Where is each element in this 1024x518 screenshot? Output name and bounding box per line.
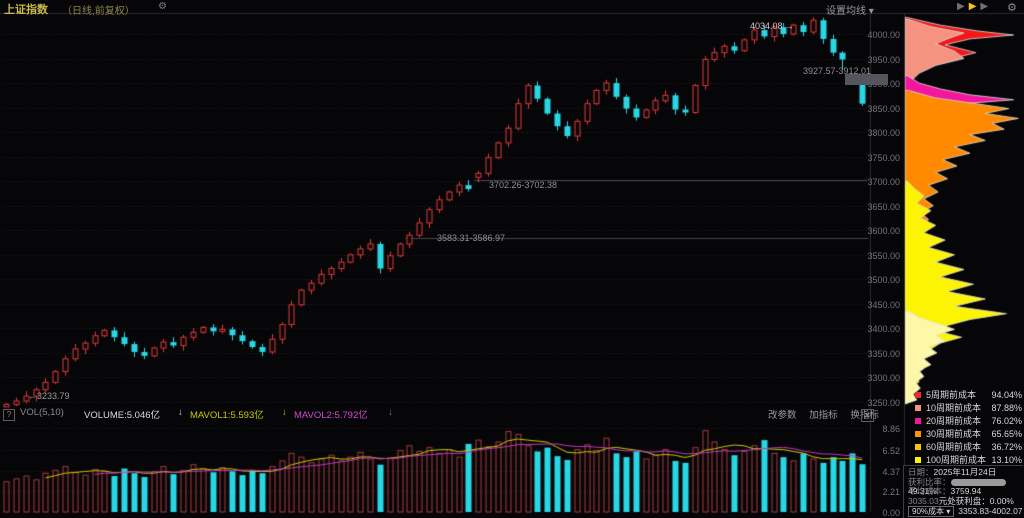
avg-cost-value: 3759.94 — [950, 486, 982, 497]
volume-tick: 8.86 — [882, 424, 900, 435]
price-tick: 3350.00 — [867, 348, 900, 359]
legend-label: 5周期前成本 — [926, 390, 977, 400]
legend-value: 94.04% — [991, 389, 1022, 400]
high-price-annotation: 4034.08 → — [750, 21, 795, 31]
chip-date-row: 日期：2025年11月24日 — [904, 467, 1023, 478]
price-tick: 3550.00 — [867, 250, 900, 261]
legend-row: 60周期前成本 36.72% — [905, 440, 1022, 453]
symbol-title: 上证指数 — [4, 4, 48, 16]
avg-cost-row: 平均成本：3759.94 — [904, 486, 1023, 497]
mavol1-value: MAVOL1:5.593亿 — [190, 410, 264, 421]
ma-settings-dropdown[interactable]: 设置均线 ▾ — [826, 6, 874, 17]
price-tick: 3300.00 — [867, 373, 900, 384]
volume-axis: 8.86 6.52 4.37 2.21 0.00 — [870, 0, 902, 518]
cost-range-row: 90%成本 ▾ 3353.83-4002.07 — [904, 506, 1023, 518]
indicator-help-icon[interactable]: ? — [3, 409, 15, 421]
price-tick: 3850.00 — [867, 103, 900, 114]
legend-swatch — [915, 443, 921, 450]
mavol1-down-arrow-icon: ↓ — [282, 407, 287, 418]
profit-ratio-bar — [950, 478, 1006, 486]
volume-down-arrow-icon: ↓ — [178, 407, 183, 418]
legend-swatch — [915, 404, 921, 411]
chip-legend: 5周期前成本 94.04% 10周期前成本 87.88% 20周期前成本 76.02%… — [905, 388, 1022, 466]
date-value: 2025年11月24日 — [933, 467, 997, 477]
price-tick: 3750.00 — [867, 152, 900, 163]
legend-row: 20周期前成本 76.02% — [905, 414, 1022, 427]
mavol2-value: MAVOL2:5.792亿 — [294, 410, 368, 421]
legend-swatch — [915, 430, 921, 437]
legend-row: 30周期前成本 65.65% — [905, 427, 1022, 440]
legend-value: 87.88% — [991, 402, 1022, 413]
price-tick: 3800.00 — [867, 128, 900, 139]
indicator-actions: 改参数 加指标 换指标 — [768, 407, 889, 421]
add-indicator-button[interactable]: 加指标 — [809, 410, 838, 421]
legend-swatch — [915, 417, 921, 424]
play-back-icon[interactable]: ▶ — [957, 1, 969, 12]
switch-indicator-button[interactable]: 换指标 — [850, 410, 879, 421]
legend-label: 20周期前成本 — [926, 416, 982, 426]
legend-label: 60周期前成本 — [926, 442, 982, 452]
price-profit-price: 3035.03 — [908, 495, 939, 506]
volume-tick: 2.21 — [882, 487, 900, 498]
chip-info-panel: 日期：2025年11月24日 获利比率： 49.31% 平均成本：3759.94… — [903, 465, 1023, 518]
volume-tick: 6.52 — [882, 446, 900, 457]
price-tick: 3700.00 — [867, 177, 900, 188]
chart-settings-gear-icon[interactable]: ⚙ — [158, 1, 167, 12]
mavol2-down-arrow-icon: ↓ — [388, 407, 393, 418]
avg-cost-label: 平均成本： — [908, 486, 951, 497]
legend-label: 30周期前成本 — [926, 429, 982, 439]
cost-range-dropdown[interactable]: 90%成本 ▾ — [908, 506, 955, 518]
legend-swatch — [915, 456, 921, 463]
gap-annotation-mid: 3702.26-3702.38 — [489, 180, 558, 190]
volume-tick: 0.00 — [882, 508, 900, 518]
volume-tick: 4.37 — [882, 466, 900, 477]
legend-value: 13.10% — [991, 454, 1022, 465]
price-tick: 3500.00 — [867, 275, 900, 286]
legend-value: 65.65% — [991, 428, 1022, 439]
price-tick: 3250.00 — [867, 398, 900, 408]
low-price-annotation: ←3233.79 — [28, 391, 70, 401]
price-tick: 3650.00 — [867, 201, 900, 212]
price-tick: 3400.00 — [867, 324, 900, 335]
date-label: 日期： — [908, 467, 934, 477]
price-profit-value: 0.00% — [989, 495, 1014, 506]
legend-row: 5周期前成本 94.04% — [905, 388, 1022, 401]
play-forward-icon[interactable]: ▶ — [980, 1, 993, 12]
toolbar-gear-icon[interactable]: ⚙ — [1007, 2, 1017, 14]
legend-row: 100周期前成本 13.10% — [905, 453, 1022, 466]
gap-annotation-low: 3583.31-3586.97 — [437, 233, 506, 243]
legend-label: 10周期前成本 — [926, 403, 982, 413]
price-tick: 3450.00 — [867, 299, 900, 310]
period-subtitle: （日线,前复权） — [62, 6, 135, 17]
close-indicator-icon[interactable]: ✕ — [861, 409, 874, 422]
indicator-name: VOL(5,10) — [20, 407, 64, 418]
profit-ratio-label: 获利比率： — [908, 476, 951, 487]
change-params-button[interactable]: 改参数 — [768, 410, 797, 421]
play-active-icon[interactable]: ▶ — [968, 1, 981, 12]
price-profit-row: 3035.03元处获利盘：0.00% — [904, 495, 1023, 507]
legend-value: 76.02% — [991, 415, 1022, 426]
legend-label: 100周期前成本 — [926, 455, 987, 465]
legend-swatch — [915, 391, 921, 398]
price-profit-label: 元处获利盘： — [938, 495, 990, 506]
profit-ratio-row: 获利比率： 49.31% — [904, 476, 1023, 496]
cost-range-value: 3353.83-4002.07 — [958, 506, 1023, 517]
profit-ratio-value: 49.31% — [908, 486, 937, 497]
price-tick: 4000.00 — [867, 30, 900, 40]
playback-controls[interactable]: ▶▶▶ — [957, 1, 992, 12]
price-tick: 3600.00 — [867, 226, 900, 237]
legend-row: 10周期前成本 87.88% — [905, 401, 1022, 414]
gap-annotation-top: 3927.57-3912.01 — [803, 66, 872, 76]
price-tick: 3950.00 — [867, 54, 900, 65]
price-tag-badge — [845, 74, 888, 85]
volume-value: VOLUME:5.046亿 — [84, 410, 161, 421]
legend-value: 36.72% — [991, 441, 1022, 452]
